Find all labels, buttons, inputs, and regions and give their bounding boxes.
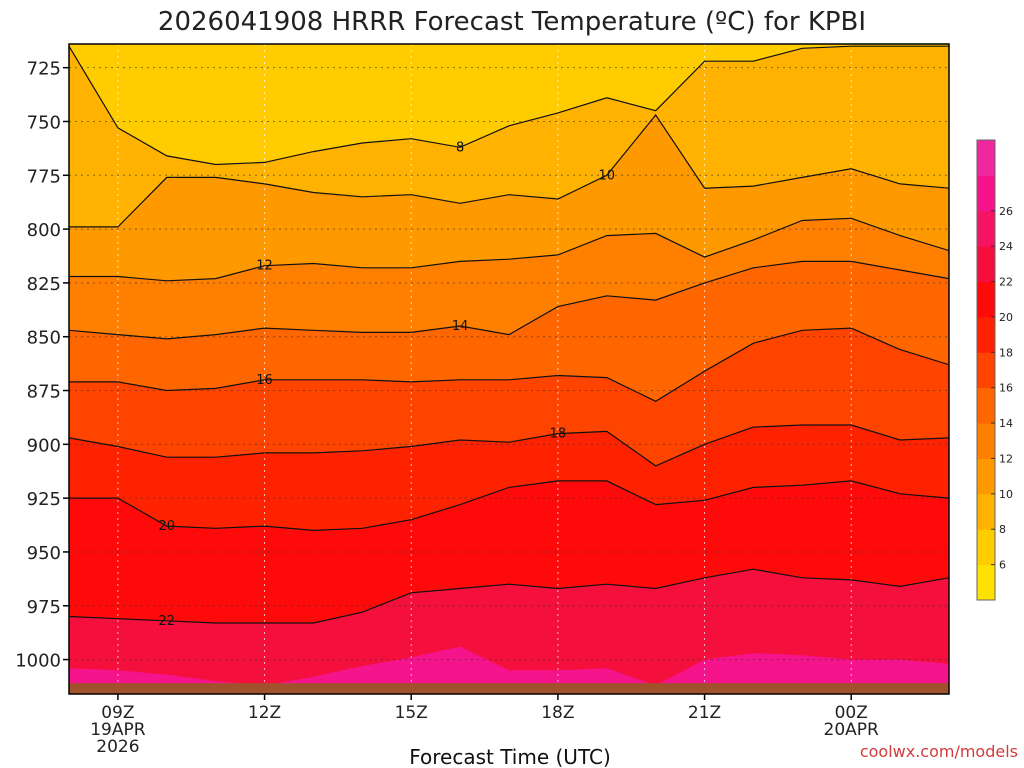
y-tick-label-975: 975 (27, 597, 61, 618)
colorbar-label-14: 14 (999, 417, 1013, 430)
x-tick-label-21-0: 21Z (688, 703, 721, 723)
isotherm-18 (69, 424, 949, 467)
y-tick-label-800: 800 (27, 220, 61, 241)
isotherm-label-12: 12 (256, 259, 273, 274)
colorbar-label-18: 18 (999, 346, 1013, 359)
colorbar-swatch-26 (977, 175, 995, 212)
x-tick-label-15-0: 15Z (395, 703, 428, 723)
y-tick-label-1000: 1000 (15, 651, 61, 672)
chart-title: 2026041908 HRRR Forecast Temperature (ºC… (158, 7, 866, 37)
colorbar-swatch-16 (977, 352, 995, 389)
isotherm-8 (69, 45, 949, 166)
x-tick-label-24-1: 20APR (824, 720, 880, 740)
y-tick-label-875: 875 (27, 382, 61, 403)
x-tick-label-12-0: 12Z (248, 703, 281, 723)
y-tick-label-850: 850 (27, 328, 61, 349)
x-tick-label-18-0: 18Z (541, 703, 574, 723)
isotherm-label-14: 14 (452, 319, 469, 334)
colorbar: 6 8 10 12 14 16 18 20 22 24 26 (976, 139, 1013, 601)
isotherm-22 (69, 568, 949, 624)
colorbar-label-6: 6 (999, 559, 1006, 572)
isotherm-16 (69, 327, 949, 402)
x-tick-label-9-0: 09Z (101, 703, 134, 723)
y-tick-label-825: 825 (27, 274, 61, 295)
colorbar-swatch-14 (977, 387, 995, 424)
colorbar-label-16: 16 (999, 382, 1013, 395)
x-axis-title: Forecast Time (UTC) (409, 745, 611, 768)
colorbar-label-12: 12 (999, 452, 1013, 465)
colorbar-label-20: 20 (999, 311, 1013, 324)
colorbar-label-24: 24 (999, 240, 1013, 253)
colorbar-swatch-22 (977, 246, 995, 283)
plot-frame (68, 43, 950, 695)
band-24-26 (69, 646, 949, 694)
ground-strip (69, 683, 949, 694)
x-tick-label-9-2: 2026 (96, 737, 139, 757)
colorbar-swatch-10 (977, 458, 995, 495)
colorbar-label-26: 26 (999, 205, 1013, 218)
isotherm-label-20: 20 (159, 519, 176, 534)
isotherm-label-22: 22 (159, 614, 176, 629)
y-tick-label-900: 900 (27, 435, 61, 456)
colorbar-swatch-28 (977, 140, 995, 176)
credit-text: coolwx.com/models (860, 742, 1018, 761)
isotherm-20 (69, 480, 949, 532)
y-axis: 725 750 775 800 825 850 875 900 925 950 975 1000 (15, 59, 69, 672)
colorbar-swatch-6 (977, 529, 995, 566)
grid-lines (69, 44, 949, 694)
colorbar-label-8: 8 (999, 523, 1006, 536)
colorbar-swatch-8 (977, 493, 995, 530)
colorbar-swatch-4 (977, 564, 995, 601)
colorbar-swatch-12 (977, 423, 995, 459)
colorbar-swatch-18 (977, 316, 995, 353)
x-tick-label-24-0: 00Z (835, 703, 868, 723)
colorbar-frame (976, 139, 996, 601)
temperature-fill-bands (69, 44, 949, 694)
isotherm-label-8: 8 (456, 140, 464, 155)
isotherm-10 (69, 113, 949, 228)
y-tick-label-950: 950 (27, 543, 61, 564)
isotherm-label-18: 18 (550, 427, 567, 442)
isotherm-label-10: 10 (599, 168, 616, 183)
band-below-8 (69, 44, 949, 165)
isotherm-14 (69, 260, 949, 340)
colorbar-label-10: 10 (999, 488, 1013, 501)
isotherm-lines: 8 10 12 14 16 18 20 22 (69, 45, 949, 629)
y-tick-label-750: 750 (27, 112, 61, 133)
isotherm-label-16: 16 (256, 373, 273, 388)
y-tick-label-775: 775 (27, 166, 61, 187)
x-tick-label-9-1: 19APR (90, 720, 146, 740)
band-6-8 (460, 44, 543, 55)
y-tick-label-725: 725 (27, 59, 61, 80)
colorbar-swatch-24 (977, 210, 995, 247)
y-tick-label-925: 925 (27, 489, 61, 510)
isotherm-12 (69, 217, 949, 282)
colorbar-label-22: 22 (999, 276, 1013, 289)
colorbar-swatch-20 (977, 281, 995, 318)
